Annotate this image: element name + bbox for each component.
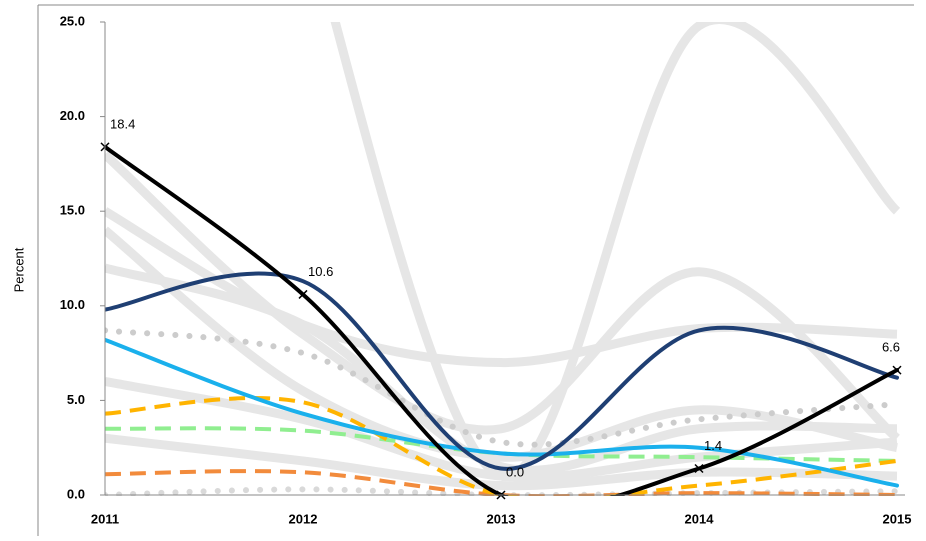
series-line bbox=[105, 263, 898, 475]
x-tick-label: 2012 bbox=[289, 511, 318, 526]
series-line bbox=[105, 207, 898, 368]
y-tick-label: 15.0 bbox=[60, 203, 85, 218]
y-tick-label: 10.0 bbox=[60, 297, 85, 312]
plot-area bbox=[105, 22, 901, 496]
point-marker bbox=[892, 365, 902, 375]
x-tick-label: 2013 bbox=[487, 511, 516, 526]
x-tick-label: 2014 bbox=[685, 511, 715, 526]
series-line bbox=[105, 226, 898, 462]
point-marker bbox=[298, 289, 308, 299]
series-line bbox=[105, 337, 899, 488]
data-label: 1.4 bbox=[704, 438, 722, 453]
data-label: 18.4 bbox=[110, 116, 135, 131]
series-line bbox=[105, 377, 898, 482]
x-tick-label: 2011 bbox=[91, 511, 119, 526]
y-axis-label: Percent bbox=[11, 247, 26, 292]
data-label: 10.6 bbox=[308, 264, 333, 279]
series-line bbox=[105, 433, 898, 491]
series-line bbox=[105, 396, 898, 496]
x-tick-label: 2015 bbox=[883, 511, 912, 526]
series-line bbox=[105, 151, 900, 442]
series-line bbox=[105, 469, 898, 496]
y-tick-label: 0.0 bbox=[67, 486, 85, 501]
series-line bbox=[330, 22, 901, 481]
series-line bbox=[105, 271, 899, 471]
y-tick-label: 20.0 bbox=[60, 108, 85, 123]
y-tick-label: 25.0 bbox=[60, 13, 85, 28]
point-marker bbox=[694, 463, 704, 474]
y-tick-label: 5.0 bbox=[67, 392, 85, 407]
series-line bbox=[105, 144, 899, 496]
data-label: 6.6 bbox=[882, 340, 900, 355]
data-label: 0.0 bbox=[506, 464, 524, 479]
